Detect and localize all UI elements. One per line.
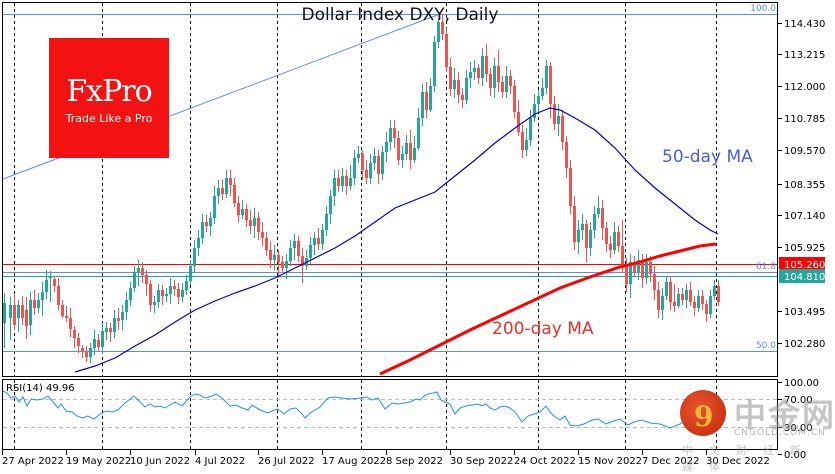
svg-text:30 Dec 2022: 30 Dec 2022 <box>706 456 770 467</box>
svg-text:10 Jun 2022: 10 Jun 2022 <box>130 456 190 467</box>
price-panel-frame <box>2 2 778 377</box>
logo-tagline: Trade Like a Pro <box>65 112 153 125</box>
svg-text:19 May 2022: 19 May 2022 <box>66 456 131 467</box>
candlestick-series <box>3 14 720 363</box>
svg-text:102.280: 102.280 <box>784 339 825 350</box>
fib-level-labels: 100.0 61.8 50.0 <box>750 4 776 351</box>
svg-text:0.00: 0.00 <box>784 450 806 461</box>
svg-text:105.260: 105.260 <box>784 260 825 271</box>
rsi-panel-frame <box>2 379 778 450</box>
ma50-annotation: 50-day MA <box>662 147 753 167</box>
ma200-annotation: 200-day MA <box>492 319 594 339</box>
svg-text:105.925: 105.925 <box>784 243 825 254</box>
svg-text:113.215: 113.215 <box>784 50 825 61</box>
svg-text:70.00: 70.00 <box>784 395 813 406</box>
svg-text:27 Apr 2022: 27 Apr 2022 <box>2 456 64 467</box>
svg-text:61.8: 61.8 <box>756 262 776 272</box>
svg-text:4 Jul 2022: 4 Jul 2022 <box>195 456 245 467</box>
rsi-line <box>2 390 718 429</box>
svg-text:17 Aug 2022: 17 Aug 2022 <box>322 456 386 467</box>
svg-text:110.785: 110.785 <box>784 114 825 125</box>
price-axis: 114.430 113.215 112.000 110.785 109.570 108.3… <box>778 19 825 350</box>
cngold-logo-icon: 9 <box>680 390 726 436</box>
cngold-watermark: 9 中金网 CNGOLD.COM.CN 中文财经新媒体 <box>676 386 835 473</box>
svg-text:30.00: 30.00 <box>784 423 813 434</box>
svg-text:104.810: 104.810 <box>784 272 825 283</box>
chart-title: Dollar Index DXY, Daily <box>302 5 499 25</box>
ma200-line <box>379 242 717 376</box>
svg-text:107.140: 107.140 <box>784 211 825 222</box>
svg-text:26 Jul 2022: 26 Jul 2022 <box>258 456 315 467</box>
svg-text:100.00: 100.00 <box>784 378 819 389</box>
svg-text:103.495: 103.495 <box>784 307 825 318</box>
svg-text:8 Sep 2022: 8 Sep 2022 <box>386 456 443 467</box>
logo-brand-name: FxPro <box>66 74 152 109</box>
watermark-en-text: CNGOLD.COM.CN <box>734 428 826 438</box>
rsi-label: RSI(14) 49.96 <box>6 383 75 394</box>
svg-text:24 Oct 2022: 24 Oct 2022 <box>514 456 576 467</box>
svg-text:108.355: 108.355 <box>784 180 825 191</box>
rsi-axis: 100.00 70.00 30.00 0.00 <box>778 378 819 461</box>
svg-text:100.0: 100.0 <box>750 4 776 14</box>
fxpro-logo: FxPro Trade Like a Pro <box>49 38 169 158</box>
rsi-level-gridlines <box>3 399 777 428</box>
svg-text:112.000: 112.000 <box>784 82 825 93</box>
svg-text:7 Dec 2022: 7 Dec 2022 <box>642 456 700 467</box>
svg-text:50.0: 50.0 <box>756 341 776 351</box>
watermark-cn-text: 中金网 <box>734 396 835 434</box>
svg-text:114.430: 114.430 <box>784 19 825 30</box>
watermark-subtitle: 中文财经新媒体 <box>682 444 817 473</box>
svg-text:30 Sep 2022: 30 Sep 2022 <box>450 456 513 467</box>
svg-text:15 Nov 2022: 15 Nov 2022 <box>578 456 642 467</box>
svg-text:109.570: 109.570 <box>784 146 825 157</box>
ma50-line <box>74 107 719 373</box>
